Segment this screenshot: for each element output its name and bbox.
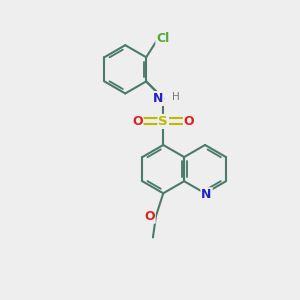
Text: N: N — [201, 188, 212, 201]
Text: H: H — [172, 92, 179, 102]
Text: O: O — [144, 210, 155, 223]
Text: O: O — [132, 115, 143, 128]
Text: Cl: Cl — [156, 32, 170, 45]
Text: S: S — [158, 115, 168, 128]
Text: N: N — [153, 92, 163, 105]
Text: O: O — [184, 115, 194, 128]
